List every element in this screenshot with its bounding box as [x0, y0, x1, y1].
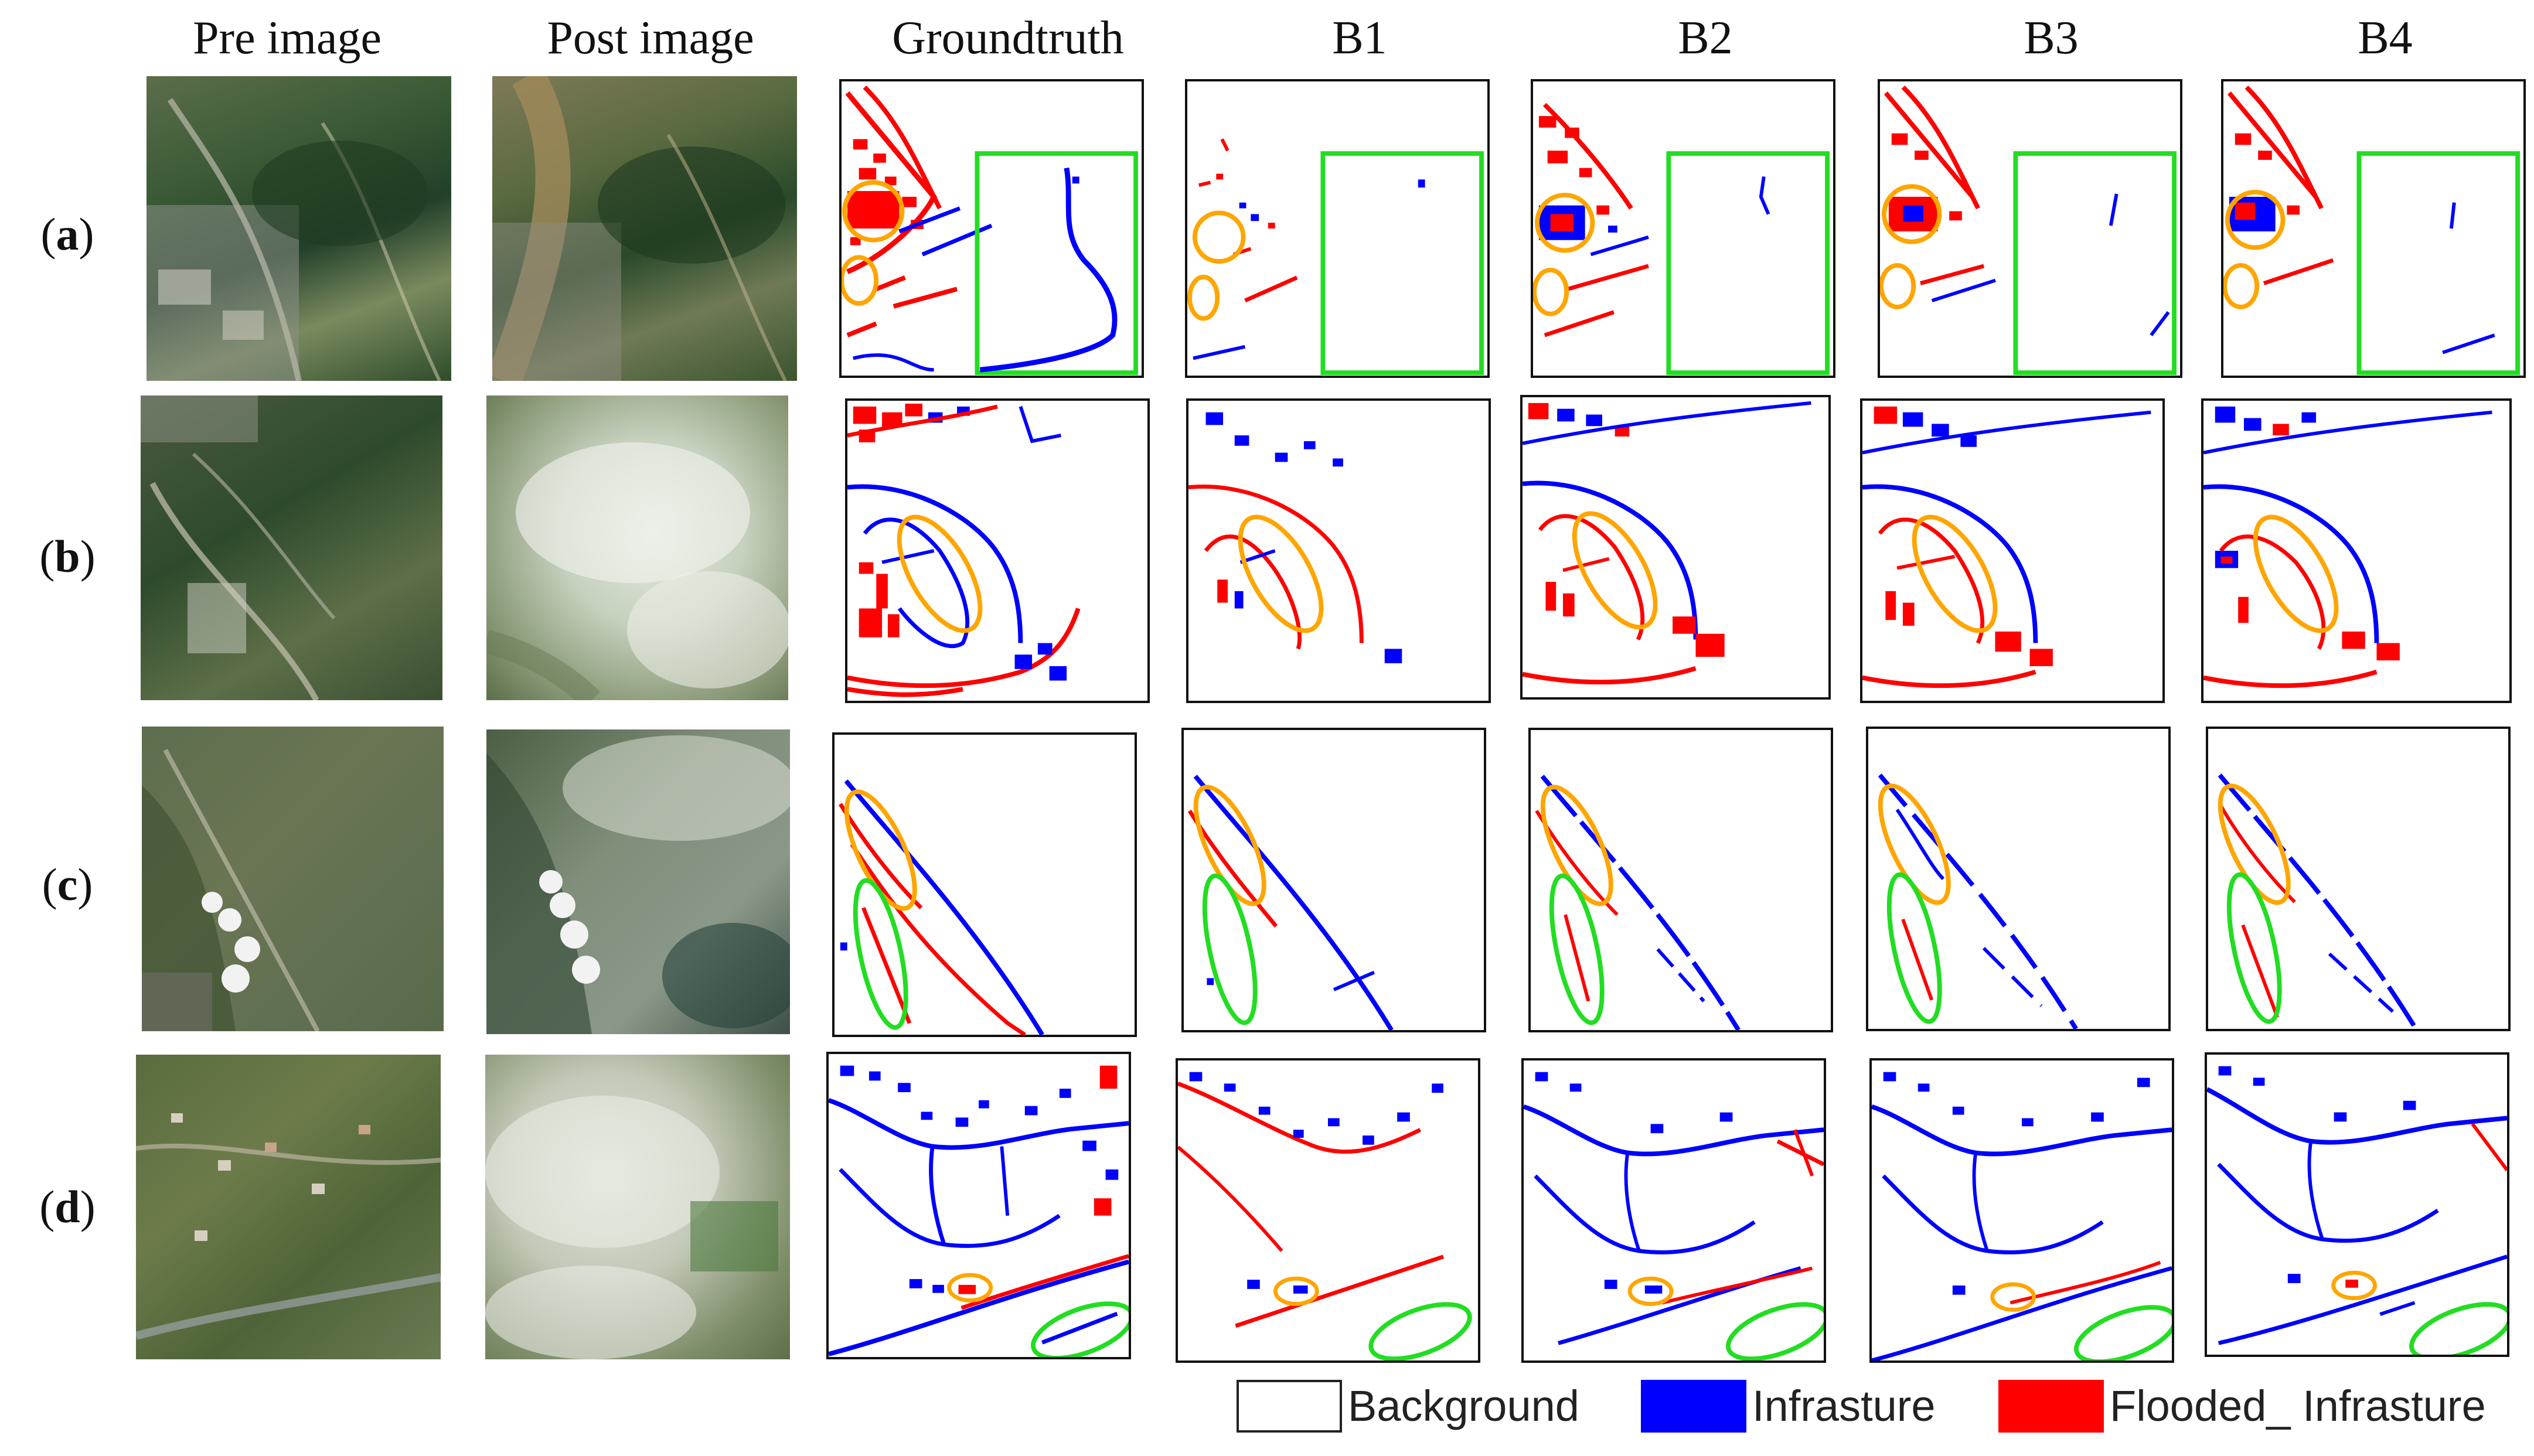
- row-label-d: (d): [39, 1181, 96, 1232]
- b2-b: [1520, 395, 1831, 700]
- b4-a-mask: [2223, 86, 2521, 376]
- column-header-b3: B3: [2024, 12, 2079, 64]
- row-label-c: (c): [42, 859, 93, 910]
- groundtruth-c: [832, 732, 1137, 1037]
- post-image-c-scene: [486, 735, 790, 1034]
- column-header-b1: B1: [1332, 12, 1387, 64]
- column-header-b2: B2: [1678, 12, 1733, 64]
- b3-c-mask: [1878, 773, 2078, 1029]
- row-label-a: (a): [40, 209, 94, 260]
- legend: Background Infrasture Flooded_ Infrastur…: [1237, 1380, 2526, 1438]
- groundtruth-a: [839, 79, 1144, 378]
- column-header-groundtruth: Groundtruth: [892, 12, 1124, 64]
- b1-a: [1185, 79, 1490, 378]
- b2-d: [1521, 1058, 1826, 1363]
- row-label-b: (b): [39, 531, 96, 582]
- b2-d-mask: [1524, 1072, 1824, 1360]
- b3-c: [1866, 727, 2171, 1031]
- groundtruth-b: [845, 398, 1150, 703]
- legend-label-flooded-infrastructure: Flooded_ Infrasture: [2110, 1382, 2486, 1430]
- pre-image-b: [141, 395, 442, 700]
- post-image-d: [485, 1055, 790, 1359]
- b3-a-mask: [1880, 86, 2177, 376]
- b1-b: [1186, 398, 1491, 703]
- legend-label-background: Background: [1348, 1382, 1579, 1430]
- b1-b-mask: [1188, 412, 1402, 663]
- post-image-c: [486, 729, 790, 1034]
- column-header-pre-image: Pre image: [192, 12, 382, 64]
- post-image-b: [486, 395, 788, 700]
- b3-b: [1860, 398, 2165, 703]
- b4-b-mask: [2203, 406, 2492, 688]
- pre-image-d-scene: [136, 1113, 441, 1340]
- b1-d-mask: [1178, 1072, 1472, 1360]
- pre-image-a-scene: [147, 98, 441, 381]
- pre-image-d: [136, 1055, 441, 1359]
- pre-image-a: [147, 76, 451, 381]
- post-image-b-scene: [486, 442, 788, 700]
- post-image-a: [492, 76, 797, 381]
- b1-c-mask: [1187, 775, 1394, 1030]
- b1-c: [1181, 728, 1486, 1032]
- post-image-a-scene: [492, 76, 787, 381]
- pre-image-b-scene: [141, 395, 336, 700]
- b4-c-mask: [2218, 773, 2418, 1029]
- pre-image-c-scene: [142, 749, 320, 1031]
- pre-image-c: [142, 727, 444, 1031]
- groundtruth-b-mask: [847, 403, 1081, 697]
- post-image-d-scene: [485, 1096, 778, 1359]
- b4-a: [2221, 79, 2526, 378]
- groundtruth-c-mask: [838, 779, 1044, 1035]
- groundtruth-d-mask: [829, 1065, 1129, 1357]
- b2-b-mask: [1523, 401, 1811, 685]
- b4-b: [2201, 398, 2512, 703]
- b2-a-mask: [1533, 103, 1830, 376]
- b3-d: [1869, 1058, 2174, 1363]
- b4-c: [2206, 727, 2511, 1031]
- legend-swatch-background: [1237, 1380, 1342, 1433]
- b1-a-mask: [1187, 138, 1484, 376]
- b2-c: [1528, 728, 1833, 1032]
- legend-swatch-infrastructure: [1641, 1380, 1746, 1433]
- b1-d: [1176, 1058, 1480, 1363]
- b3-a: [1878, 79, 2182, 378]
- b3-d-mask: [1872, 1072, 2172, 1360]
- groundtruth-d: [826, 1052, 1131, 1359]
- legend-swatch-flooded-infrastructure: [1998, 1380, 2104, 1433]
- b2-a: [1531, 79, 1835, 378]
- column-header-b4: B4: [2358, 12, 2413, 64]
- b2-c-mask: [1535, 775, 1741, 1030]
- groundtruth-a-mask: [842, 86, 1139, 376]
- column-header-post-image: Post image: [547, 12, 754, 64]
- b4-d: [2205, 1052, 2509, 1357]
- b3-b-mask: [1862, 406, 2151, 688]
- b4-d-mask: [2207, 1066, 2507, 1355]
- legend-label-infrastructure: Infrasture: [1752, 1382, 1936, 1430]
